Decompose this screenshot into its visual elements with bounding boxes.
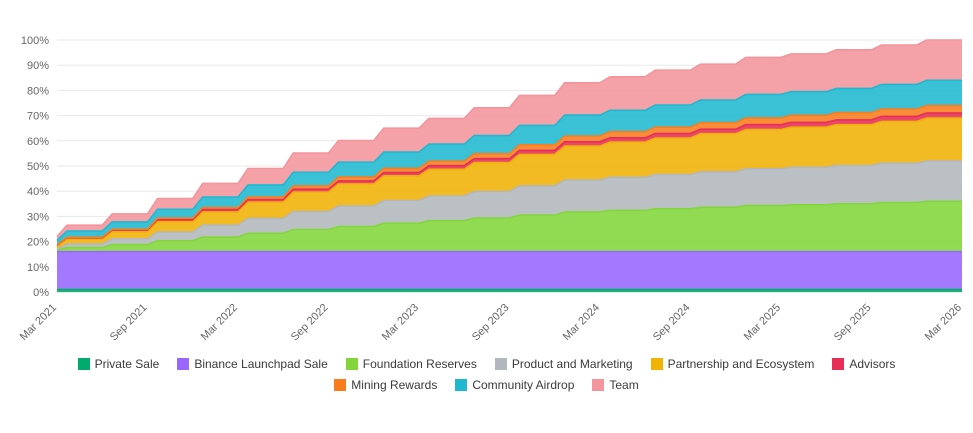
legend-label: Private Sale <box>94 357 160 371</box>
area-series <box>57 161 962 251</box>
y-axis-tick-label: 70% <box>27 111 49 123</box>
legend-swatch <box>494 358 507 370</box>
x-axis-tick-label: Mar 2021 <box>18 302 59 343</box>
legend-item[interactable]: Advisors <box>832 358 895 370</box>
area-series-border <box>56 117 962 248</box>
area-series <box>57 201 962 252</box>
area-series-border <box>56 112 962 247</box>
x-axis-tick-label: Sep 2021 <box>108 302 150 344</box>
legend-label: Community Airdrop <box>472 378 575 392</box>
legend-item[interactable]: Private Sale <box>77 357 160 371</box>
chart-legend-rows: Private Sale Binance Launchpad Sale Founda… <box>47 358 927 391</box>
area-series-border <box>56 200 962 252</box>
chart-svg: 0% 10% 20% 30% 40% 50% 60% 70% 80% 90% 100% Mar 202… <box>18 35 964 344</box>
legend-item[interactable]: Community Airdrop <box>455 379 574 391</box>
y-axis-tick-label: 40% <box>27 186 49 198</box>
chart-legend: Private Sale Binance Launchpad Sale Founda… <box>0 358 973 391</box>
legend-label: Partnership and Ecosystem <box>667 357 815 371</box>
area-series-border <box>56 160 962 250</box>
y-axis-tick-label: 0% <box>33 287 49 299</box>
legend-swatch <box>345 358 358 370</box>
x-axis-tick-label: Mar 2023 <box>380 302 421 343</box>
legend-item[interactable]: Product and Marketing <box>494 357 633 371</box>
legend-swatch <box>177 358 190 370</box>
legend-swatch <box>77 358 90 370</box>
x-axis-tick-label: Sep 2025 <box>832 302 874 344</box>
legend-label: Binance Launchpad Sale <box>194 357 328 371</box>
y-axis-tick-label: 80% <box>27 85 49 97</box>
legend-item[interactable]: Binance Launchpad Sale <box>177 357 328 371</box>
area-series <box>57 118 962 250</box>
area-series-border <box>56 104 962 247</box>
legend-item[interactable]: Foundation Reserves <box>345 357 477 371</box>
x-axis-tick-label: Mar 2026 <box>923 302 964 343</box>
x-axis-tick-label: Sep 2022 <box>289 302 331 344</box>
legend-item[interactable]: Mining Rewards <box>334 379 437 391</box>
y-axis-tick-label: 90% <box>27 60 49 72</box>
legend-swatch <box>592 379 605 391</box>
y-axis-tick-label: 60% <box>27 136 49 148</box>
x-axis-tick-label: Mar 2022 <box>199 302 240 343</box>
legend-swatch <box>832 358 845 370</box>
legend-item[interactable]: Team <box>592 378 639 392</box>
x-axis-tick-label: Sep 2023 <box>470 302 512 344</box>
area-series-border <box>56 39 962 238</box>
legend-item[interactable]: Partnership and Ecosystem <box>650 357 815 371</box>
legend-swatch <box>650 358 663 370</box>
y-axis-tick-label: 20% <box>27 237 49 249</box>
x-axis-tick-label: Mar 2025 <box>742 302 783 343</box>
area-series <box>57 80 962 246</box>
legend-swatch <box>334 379 347 391</box>
area-series <box>57 40 962 241</box>
x-axis-tick-label: Sep 2024 <box>651 302 693 344</box>
y-axis-tick-label: 30% <box>27 211 49 223</box>
y-axis-tick-label: 10% <box>27 262 49 274</box>
area-series-border <box>56 79 962 241</box>
y-axis-tick-label: 50% <box>27 161 49 173</box>
x-axis-tick-label: Mar 2024 <box>561 302 602 343</box>
y-axis-tick-label: 100% <box>21 35 49 47</box>
legend-label: Product and Marketing <box>511 357 633 371</box>
legend-label: Foundation Reserves <box>362 357 477 371</box>
legend-label: Advisors <box>849 357 896 371</box>
legend-label: Mining Rewards <box>351 378 438 392</box>
area-series <box>57 251 962 290</box>
legend-swatch <box>455 379 468 391</box>
legend-label: Team <box>609 378 639 392</box>
